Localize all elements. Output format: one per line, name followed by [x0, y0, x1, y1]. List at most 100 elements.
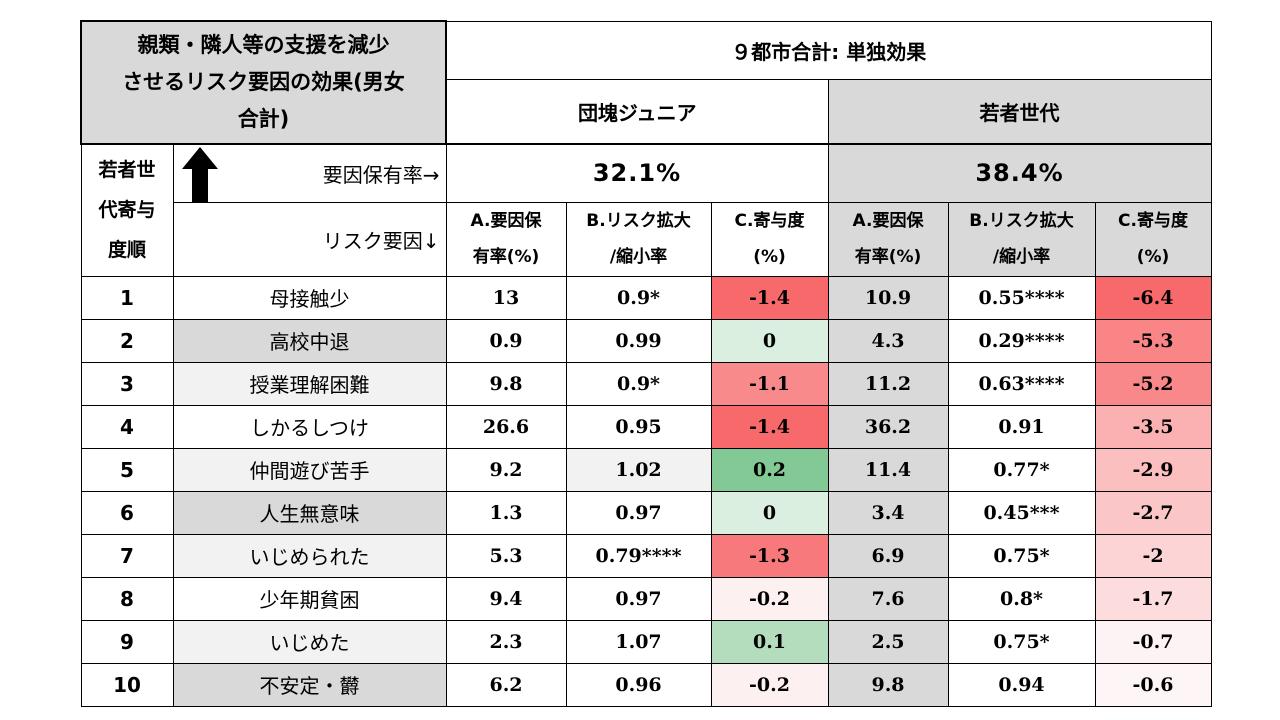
value-a-junior: 13 — [445, 275, 567, 320]
header-c-1: C.寄与度 (%) — [710, 201, 829, 277]
side-label-line-3: 度順 — [107, 239, 146, 262]
value-a-junior: 9.8 — [445, 361, 567, 406]
value-b-junior: 0.95 — [565, 404, 712, 449]
value-b-junior: 0.96 — [565, 662, 712, 707]
value-c-youth: -5.2 — [1094, 361, 1212, 406]
value-b-junior: 1.07 — [565, 619, 712, 664]
factor-cell: 不安定・欝 — [172, 662, 447, 707]
rank-cell: 9 — [80, 619, 174, 664]
value-c-youth: -3.5 — [1094, 404, 1212, 449]
value-c-youth: -0.6 — [1094, 662, 1212, 707]
value-a-junior: 1.3 — [445, 490, 567, 535]
rate-dankai-junior: 32.1% — [445, 143, 829, 203]
arrow-up-icon — [181, 147, 218, 201]
value-a-junior: 9.4 — [445, 576, 567, 621]
value-a-youth: 10.9 — [827, 275, 949, 320]
value-c-youth: -2.7 — [1094, 490, 1212, 535]
side-label-line-1: 若者世 — [98, 159, 156, 182]
table-row: 2 高校中退 0.9 0.99 0 4.3 0.29**** -5.3 — [80, 318, 1212, 363]
value-c-junior: 0 — [710, 490, 829, 535]
value-c-junior: -1.3 — [710, 533, 829, 578]
value-c-junior: -1.1 — [710, 361, 829, 406]
value-a-junior: 2.3 — [445, 619, 567, 664]
value-a-youth: 11.4 — [827, 447, 949, 492]
table-row: 7 いじめられた 5.3 0.79**** -1.3 6.9 0.75* -2 — [80, 533, 1212, 578]
corner-title: 親類・隣人等の支援を減少 させるリスク要因の効果(男女 合計) — [80, 20, 447, 145]
value-c-youth: -6.4 — [1094, 275, 1212, 320]
group-dankai-junior: 団塊ジュニア — [445, 78, 829, 145]
table-row: 5 仲間遊び苦手 9.2 1.02 0.2 11.4 0.77* -2.9 — [80, 447, 1212, 492]
value-b-junior: 0.9* — [565, 361, 712, 406]
header-b-1: B.リスク拡大/縮小率 — [565, 201, 712, 277]
factor-cell: 少年期貧困 — [172, 576, 447, 621]
rank-cell: 7 — [80, 533, 174, 578]
value-a-junior: 9.2 — [445, 447, 567, 492]
value-c-youth: -2 — [1094, 533, 1212, 578]
value-b-junior: 1.02 — [565, 447, 712, 492]
side-label: 若者世 代寄与 度順 — [80, 143, 174, 277]
value-c-junior: -1.4 — [710, 275, 829, 320]
header-b-2: B.リスク拡大/縮小率 — [947, 201, 1096, 277]
value-b-junior: 0.99 — [565, 318, 712, 363]
table-row: 3 授業理解困難 9.8 0.9* -1.1 11.2 0.63**** -5.… — [80, 361, 1212, 406]
value-c-junior: -1.4 — [710, 404, 829, 449]
rate-wakamono: 38.4% — [827, 143, 1212, 203]
rate-label: 要因保有率→ — [322, 162, 440, 187]
value-c-junior: 0.1 — [710, 619, 829, 664]
table-row: 1 母接触少 13 0.9* -1.4 10.9 0.55**** -6.4 — [80, 275, 1212, 320]
rank-cell: 2 — [80, 318, 174, 363]
value-b-youth: 0.55**** — [947, 275, 1096, 320]
value-a-youth: 9.8 — [827, 662, 949, 707]
rank-cell: 3 — [80, 361, 174, 406]
value-c-junior: 0.2 — [710, 447, 829, 492]
header-c-2: C.寄与度 (%) — [1094, 201, 1212, 277]
value-a-junior: 6.2 — [445, 662, 567, 707]
corner-title-line-2: させるリスク要因の効果(男女 — [122, 70, 405, 94]
value-b-youth: 0.8* — [947, 576, 1096, 621]
value-b-junior: 0.97 — [565, 490, 712, 535]
rank-cell: 8 — [80, 576, 174, 621]
group-wakamono: 若者世代 — [827, 78, 1212, 145]
value-b-youth: 0.94 — [947, 662, 1096, 707]
value-c-youth: -0.7 — [1094, 619, 1212, 664]
value-c-youth: -2.9 — [1094, 447, 1212, 492]
value-b-youth: 0.45*** — [947, 490, 1096, 535]
side-label-line-2: 代寄与 — [98, 199, 156, 222]
value-c-youth: -5.3 — [1094, 318, 1212, 363]
value-b-youth: 0.75* — [947, 619, 1096, 664]
value-a-youth: 2.5 — [827, 619, 949, 664]
value-c-junior: 0 — [710, 318, 829, 363]
table-row: 6 人生無意味 1.3 0.97 0 3.4 0.45*** -2.7 — [80, 490, 1212, 535]
value-b-youth: 0.91 — [947, 404, 1096, 449]
value-a-youth: 36.2 — [827, 404, 949, 449]
corner-title-line-1: 親類・隣人等の支援を減少 — [137, 33, 390, 57]
factor-cell: いじめられた — [172, 533, 447, 578]
value-c-junior: -0.2 — [710, 576, 829, 621]
header-a-1: A.要因保 有率(%) — [445, 201, 567, 277]
rank-cell: 1 — [80, 275, 174, 320]
value-a-junior: 5.3 — [445, 533, 567, 578]
rate-label-cell: 要因保有率→ — [172, 143, 446, 203]
factor-label: リスク要因↓ — [172, 201, 447, 277]
value-c-youth: -1.7 — [1094, 576, 1212, 621]
value-a-youth: 11.2 — [827, 361, 949, 406]
header-a-2: A.要因保 有率(%) — [827, 201, 949, 277]
value-b-youth: 0.29**** — [947, 318, 1096, 363]
rank-cell: 5 — [80, 447, 174, 492]
table-row: 10 不安定・欝 6.2 0.96 -0.2 9.8 0.94 -0.6 — [80, 662, 1212, 707]
table-row: 4 しかるしつけ 26.6 0.95 -1.4 36.2 0.91 -3.5 — [80, 404, 1212, 449]
table-row: 8 少年期貧困 9.4 0.97 -0.2 7.6 0.8* -1.7 — [80, 576, 1212, 621]
value-a-youth: 6.9 — [827, 533, 949, 578]
factor-cell: いじめた — [172, 619, 447, 664]
value-b-junior: 0.9* — [565, 275, 712, 320]
factor-cell: しかるしつけ — [172, 404, 447, 449]
value-a-youth: 4.3 — [827, 318, 949, 363]
main-title: ９都市合計: 単独効果 — [445, 20, 1212, 80]
value-a-junior: 0.9 — [445, 318, 567, 363]
value-a-junior: 26.6 — [445, 404, 567, 449]
factor-cell: 高校中退 — [172, 318, 447, 363]
value-b-youth: 0.63**** — [947, 361, 1096, 406]
table-row: 9 いじめた 2.3 1.07 0.1 2.5 0.75* -0.7 — [80, 619, 1212, 664]
rank-cell: 6 — [80, 490, 174, 535]
factor-cell: 仲間遊び苦手 — [172, 447, 447, 492]
